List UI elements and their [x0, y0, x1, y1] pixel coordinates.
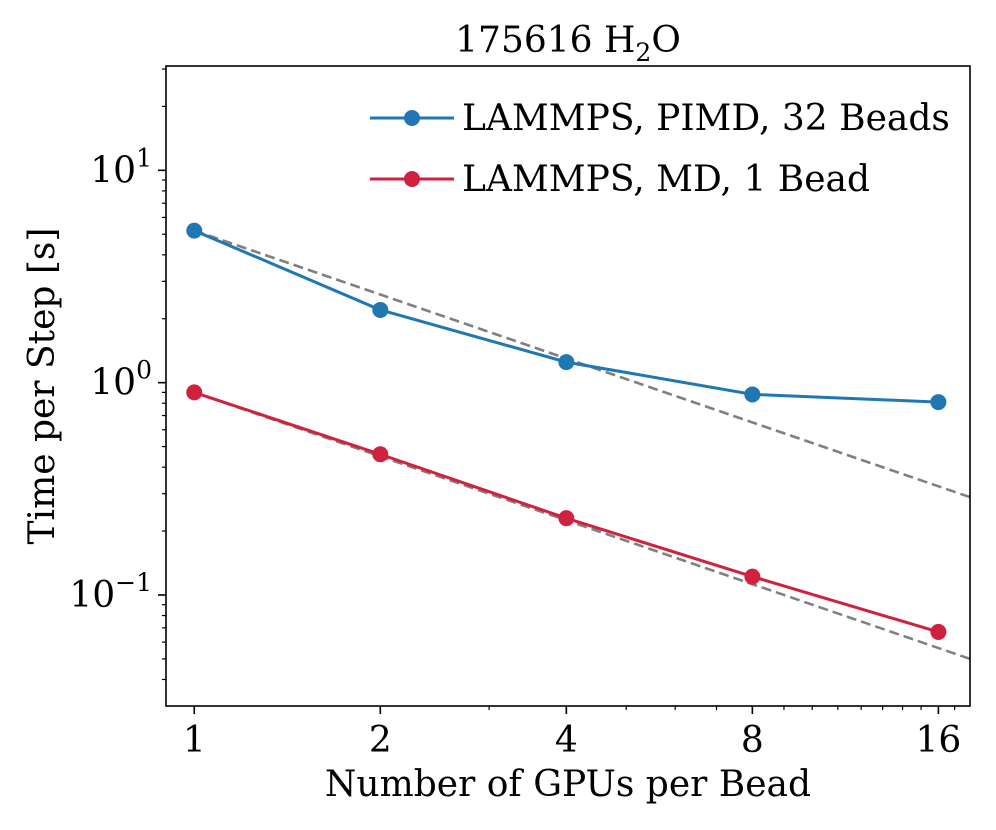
plot-area: 1 2 4 8 16 101 100 10−1 — [69, 65, 971, 761]
data-point-s2-1 — [186, 384, 203, 401]
legend-label-2: LAMMPS, MD, 1 Bead — [462, 159, 870, 200]
data-point-s2-5 — [930, 623, 947, 640]
x-tick-label: 4 — [555, 720, 578, 761]
x-tick-label: 2 — [369, 720, 392, 761]
x-tick-label: 8 — [741, 720, 764, 761]
data-point-s1-4 — [744, 386, 761, 403]
data-point-s2-3 — [558, 510, 575, 527]
data-point-s1-5 — [930, 394, 947, 411]
y-axis-label: Time per Step [s] — [22, 228, 63, 545]
legend-marker-2 — [404, 171, 420, 187]
data-point-s2-2 — [372, 446, 389, 463]
y-tick-label: 10−1 — [69, 568, 152, 616]
series-line-1 — [193, 229, 939, 404]
legend-marker-1 — [404, 110, 420, 126]
axes-frame — [165, 65, 971, 707]
x-tick-label: 1 — [183, 720, 206, 761]
data-point-s1-3 — [558, 354, 575, 371]
legend-label-1: LAMMPS, PIMD, 32 Beads — [462, 98, 950, 139]
data-point-s2-4 — [744, 568, 761, 585]
data-point-s1-2 — [372, 301, 389, 318]
legend: LAMMPS, PIMD, 32 Beads LAMMPS, MD, 1 Bead — [370, 98, 950, 200]
data-point-s1-1 — [186, 222, 203, 239]
y-tick-label: 101 — [90, 143, 152, 191]
x-tick-label: 16 — [915, 720, 961, 761]
x-axis-label: Number of GPUs per Bead — [325, 764, 811, 805]
chart-title: 175616 H2O — [455, 20, 681, 67]
y-tick-label: 100 — [90, 356, 152, 404]
